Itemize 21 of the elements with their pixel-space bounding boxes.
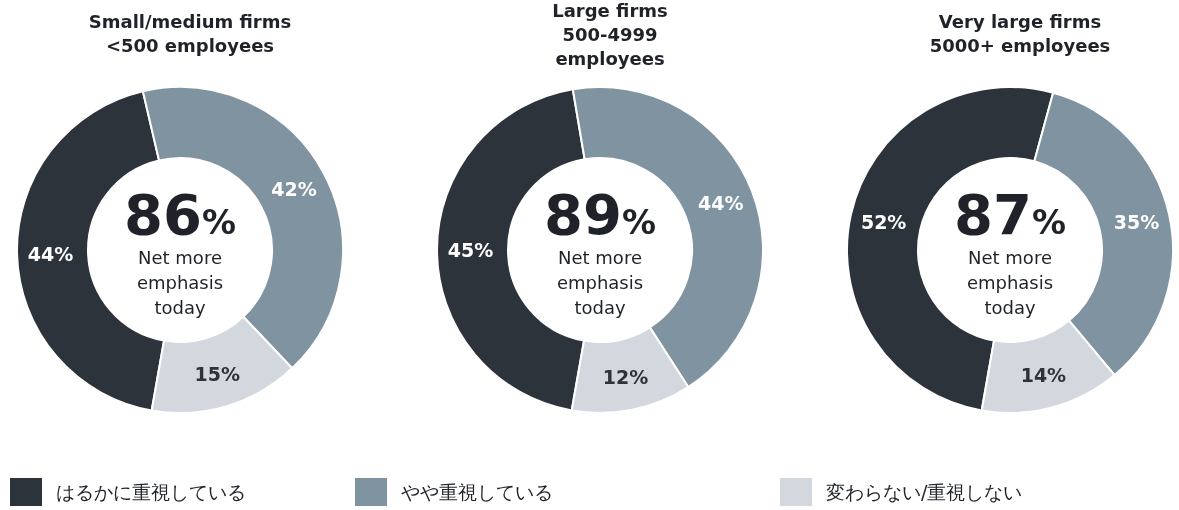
text: 89% (543, 182, 657, 247)
data-label: 45% (447, 238, 494, 261)
chart-title: Small/medium firms <500 employees (88, 11, 292, 56)
legend-label: やや重視している (401, 481, 553, 503)
data-label: 14% (1020, 364, 1067, 387)
data-label: 12% (602, 365, 649, 388)
legend-label: はるかに重視している (56, 481, 246, 503)
data-label: 42% (271, 177, 317, 200)
text: 86% (123, 182, 237, 247)
chart-title: Very large firms 5000+ employees (929, 11, 1111, 56)
text: Net more emphasis today (966, 247, 1054, 318)
text: Net more emphasis today (556, 247, 644, 318)
data-label: 44% (698, 192, 744, 215)
data-label: 52% (860, 210, 907, 233)
legend-label: 変わらない/重視しない (826, 481, 1023, 503)
chart-title: Large firms 500-4999 employees (552, 0, 668, 69)
data-label: 35% (1113, 211, 1160, 234)
data-label: 15% (194, 363, 241, 386)
text: Net more emphasis today (136, 247, 224, 318)
data-label: 44% (27, 242, 74, 265)
text: 87% (953, 182, 1067, 247)
